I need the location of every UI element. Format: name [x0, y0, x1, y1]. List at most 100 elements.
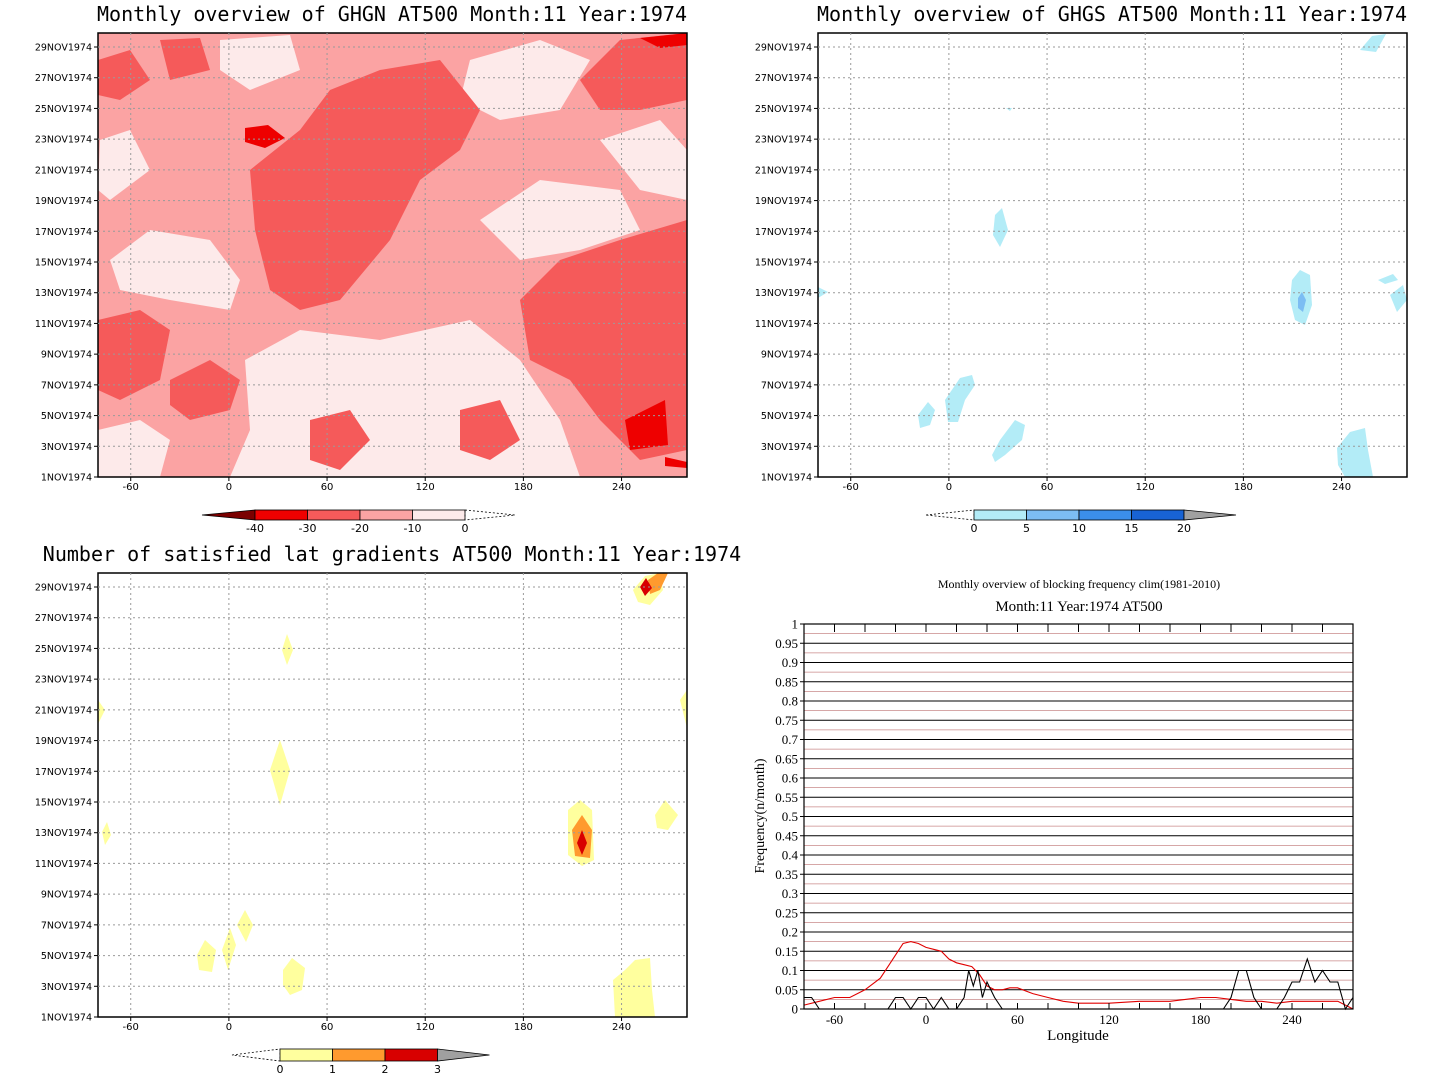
date-tick-label: 3NOV1974 — [761, 442, 812, 453]
frequency-climatology-line — [803, 941, 1354, 1010]
frequency-x-tick-label: 240 — [1282, 1012, 1302, 1027]
date-tick-label: 23NOV1974 — [35, 675, 92, 686]
date-tick-label: 27NOV1974 — [35, 613, 92, 624]
date-tick-label: 11NOV1974 — [755, 319, 812, 330]
colorbar-label: -40 — [246, 522, 264, 535]
colorbar-swatch — [279, 1048, 333, 1062]
date-tick-label: 25NOV1974 — [755, 104, 812, 115]
frequency-x-tick-label: 0 — [923, 1012, 930, 1027]
longitude-tick-label: 180 — [514, 1022, 533, 1033]
date-tick-label: 11NOV1974 — [35, 859, 92, 870]
longitude-tick-label: 120 — [416, 482, 435, 493]
date-tick-label: 27NOV1974 — [755, 73, 812, 84]
colorbar-swatch — [384, 1048, 438, 1062]
colorbar-swatch — [332, 1048, 386, 1062]
frequency-y-tick-label: 0.1 — [782, 963, 798, 978]
longitude-tick-label: 0 — [226, 1022, 232, 1033]
date-tick-label: 17NOV1974 — [35, 767, 92, 778]
gradients-date-axis: 1NOV1974 3NOV1974 5NOV1974 7NOV1974 9NOV1974… — [35, 583, 98, 1024]
frequency-y-tick-label: 0.75 — [775, 713, 798, 728]
colorbar-arrow-low — [231, 1048, 281, 1062]
frequency-y-axis: 0 0.05 0.1 0.15 0.2 0.25 0.3 0.35 0.4 0.45 0.5 0.55… — [775, 617, 804, 1017]
longitude-tick-label: 0 — [946, 482, 952, 493]
colorbar-label: 15 — [1125, 522, 1139, 535]
date-tick-label: 23NOV1974 — [35, 135, 92, 146]
date-tick-label: 1NOV1974 — [41, 473, 92, 484]
frequency-y-tick-label: 0.55 — [775, 790, 798, 805]
colorbar-label: -30 — [299, 522, 317, 535]
longitude-tick-label: 60 — [1041, 482, 1054, 493]
longitude-tick-label: 180 — [1234, 482, 1253, 493]
date-tick-label: 7NOV1974 — [41, 380, 92, 391]
frequency-y-tick-label: 0.2 — [782, 925, 798, 940]
longitude-tick-label: 120 — [1136, 482, 1155, 493]
longitude-tick-label: 0 — [226, 482, 232, 493]
ghgn-plot-frame — [97, 32, 688, 478]
frequency-y-axis-label: Frequency(n/month) — [753, 758, 768, 873]
longitude-tick-label: 60 — [321, 482, 334, 493]
date-tick-label: 1NOV1974 — [41, 1013, 92, 1024]
colorbar-label: -10 — [404, 522, 422, 535]
colorbar-label: 3 — [434, 1063, 441, 1076]
colorbar-arrow-high — [464, 509, 516, 521]
longitude-tick-label: -60 — [123, 1022, 139, 1033]
date-tick-label: 19NOV1974 — [755, 196, 812, 207]
longitude-tick-label: 240 — [612, 482, 631, 493]
gradients-panel: Number of satisfied lat gradients AT500 … — [35, 542, 741, 1076]
ghgs-colorbar: 0 5 10 15 20 — [925, 509, 1237, 535]
date-tick-label: 15NOV1974 — [755, 258, 812, 269]
colorbar-swatch — [1131, 509, 1185, 521]
ghgs-date-axis: 1NOV1974 3NOV1974 5NOV1974 7NOV1974 9NOV1974… — [755, 43, 818, 484]
longitude-tick-label: 60 — [321, 1022, 334, 1033]
colorbar-swatch — [254, 509, 308, 521]
date-tick-label: 15NOV1974 — [35, 798, 92, 809]
colorbar-arrow-high — [1183, 509, 1237, 521]
colorbar-label: 2 — [382, 1063, 389, 1076]
frequency-y-tick-label: 0.05 — [775, 982, 798, 997]
frequency-y-tick-label: 0.35 — [775, 867, 798, 882]
ghgn-date-axis: 1NOV1974 3NOV1974 5NOV1974 7NOV1974 9NOV1974… — [35, 43, 98, 484]
frequency-y-tick-label: 0.9 — [782, 655, 798, 670]
colorbar-swatch — [307, 509, 361, 521]
gradients-longitude-axis: -60 0 60 120 180 240 — [123, 1017, 631, 1033]
frequency-y-tick-label: 0.4 — [782, 848, 799, 863]
frequency-series — [803, 941, 1354, 1011]
gradients-plot-frame — [97, 572, 688, 1018]
longitude-tick-label: -60 — [123, 482, 139, 493]
frequency-x-axis-label: Longitude — [1047, 1028, 1109, 1044]
colorbar-swatch — [359, 509, 413, 521]
colorbar-swatch — [973, 509, 1027, 521]
date-tick-label: 21NOV1974 — [35, 705, 92, 716]
date-tick-label: 17NOV1974 — [35, 227, 92, 238]
ghgn-gridlines — [98, 33, 687, 477]
ghgs-longitude-axis: -60 0 60 120 180 240 — [843, 477, 1351, 493]
frequency-x-tick-label: -60 — [826, 1012, 843, 1027]
date-tick-label: 13NOV1974 — [35, 828, 92, 839]
longitude-tick-label: -60 — [843, 482, 859, 493]
colorbar-arrow-low — [925, 509, 975, 521]
date-tick-label: 25NOV1974 — [35, 104, 92, 115]
colorbar-label: 20 — [1177, 522, 1191, 535]
date-tick-label: 21NOV1974 — [35, 165, 92, 176]
frequency-x-tick-label: 120 — [1099, 1012, 1119, 1027]
colorbar-swatch — [1078, 509, 1132, 521]
colorbar-swatch — [1026, 509, 1080, 521]
colorbar-label: 1 — [329, 1063, 336, 1076]
date-tick-label: 3NOV1974 — [41, 982, 92, 993]
frequency-y-tick-label: 0.95 — [775, 636, 798, 651]
colorbar-label: 0 — [277, 1063, 284, 1076]
gradients-contour-field — [98, 573, 687, 1017]
date-tick-label: 9NOV1974 — [41, 350, 92, 361]
date-tick-label: 29NOV1974 — [35, 43, 92, 54]
date-tick-label: 19NOV1974 — [35, 736, 92, 747]
frequency-y-tick-label: 0.8 — [782, 694, 798, 709]
date-tick-label: 7NOV1974 — [41, 920, 92, 931]
frequency-panel: Monthly overview of blocking frequency c… — [753, 577, 1354, 1044]
colorbar-label: 0 — [462, 522, 469, 535]
date-tick-label: 13NOV1974 — [755, 288, 812, 299]
frequency-1974-line — [804, 957, 1354, 1011]
colorbar-label: 10 — [1072, 522, 1086, 535]
frequency-title: Monthly overview of blocking frequency c… — [938, 577, 1220, 591]
ghgn-longitude-axis: -60 0 60 120 180 240 — [123, 477, 631, 493]
